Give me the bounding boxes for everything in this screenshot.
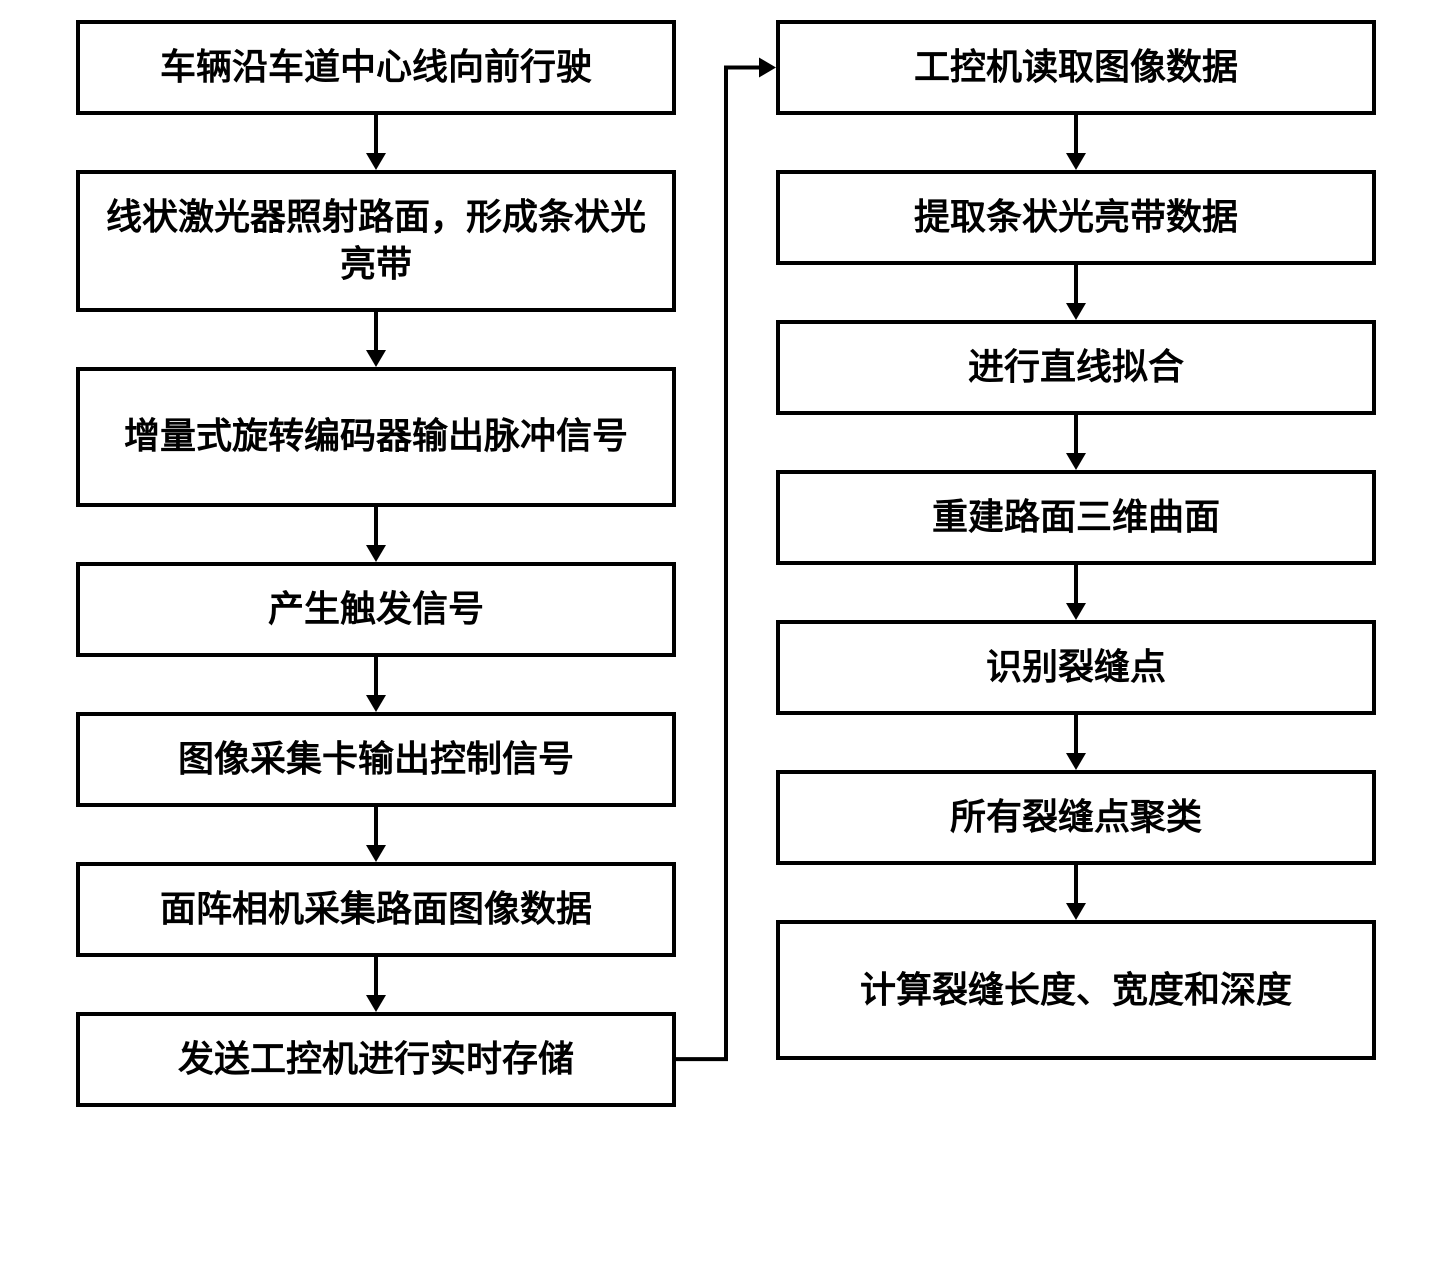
node-label: 线状激光器照射路面，形成条状光亮带: [90, 194, 662, 288]
flowchart-node: 面阵相机采集路面图像数据: [76, 862, 676, 957]
flowchart-node: 重建路面三维曲面: [776, 470, 1376, 565]
flowchart-node: 车辆沿车道中心线向前行驶: [76, 20, 676, 115]
node-label: 工控机读取图像数据: [914, 44, 1238, 91]
arrow-down-icon: [361, 657, 391, 712]
flowchart-node: 发送工控机进行实时存储: [76, 1012, 676, 1107]
flowchart-node: 工控机读取图像数据: [776, 20, 1376, 115]
node-label: 计算裂缝长度、宽度和深度: [860, 967, 1292, 1014]
arrow-down-icon: [1061, 715, 1091, 770]
arrow-down-icon: [1061, 265, 1091, 320]
node-label: 产生触发信号: [268, 586, 484, 633]
flowchart-node: 计算裂缝长度、宽度和深度: [776, 920, 1376, 1060]
node-label: 面阵相机采集路面图像数据: [160, 886, 592, 933]
arrow-down-icon: [1061, 865, 1091, 920]
arrow-down-icon: [361, 957, 391, 1012]
arrow-down-icon: [361, 507, 391, 562]
node-label: 图像采集卡输出控制信号: [178, 736, 574, 783]
flowchart-node: 图像采集卡输出控制信号: [76, 712, 676, 807]
flowchart-node: 提取条状光亮带数据: [776, 170, 1376, 265]
flowchart-node: 识别裂缝点: [776, 620, 1376, 715]
left-column: 车辆沿车道中心线向前行驶 线状激光器照射路面，形成条状光亮带 增量式旋转编码器输…: [76, 20, 676, 1107]
node-label: 提取条状光亮带数据: [914, 194, 1238, 241]
flowchart-node: 线状激光器照射路面，形成条状光亮带: [76, 170, 676, 312]
arrow-down-icon: [1061, 415, 1091, 470]
node-label: 识别裂缝点: [986, 644, 1166, 691]
node-label: 所有裂缝点聚类: [950, 794, 1202, 841]
arrow-down-icon: [361, 115, 391, 170]
right-column: 工控机读取图像数据 提取条状光亮带数据 进行直线拟合 重建路面三维曲面: [776, 20, 1376, 1107]
flowchart-node: 产生触发信号: [76, 562, 676, 657]
node-label: 车辆沿车道中心线向前行驶: [160, 44, 592, 91]
node-label: 重建路面三维曲面: [932, 494, 1220, 541]
arrow-down-icon: [1061, 565, 1091, 620]
arrow-down-icon: [361, 312, 391, 367]
node-label: 增量式旋转编码器输出脉冲信号: [124, 413, 628, 460]
arrow-down-icon: [361, 807, 391, 862]
node-label: 进行直线拟合: [968, 344, 1184, 391]
flowchart-node: 增量式旋转编码器输出脉冲信号: [76, 367, 676, 507]
node-label: 发送工控机进行实时存储: [178, 1036, 574, 1083]
flowchart-node: 进行直线拟合: [776, 320, 1376, 415]
flowchart-container: 车辆沿车道中心线向前行驶 线状激光器照射路面，形成条状光亮带 增量式旋转编码器输…: [20, 20, 1432, 1107]
arrow-down-icon: [1061, 115, 1091, 170]
flowchart-node: 所有裂缝点聚类: [776, 770, 1376, 865]
